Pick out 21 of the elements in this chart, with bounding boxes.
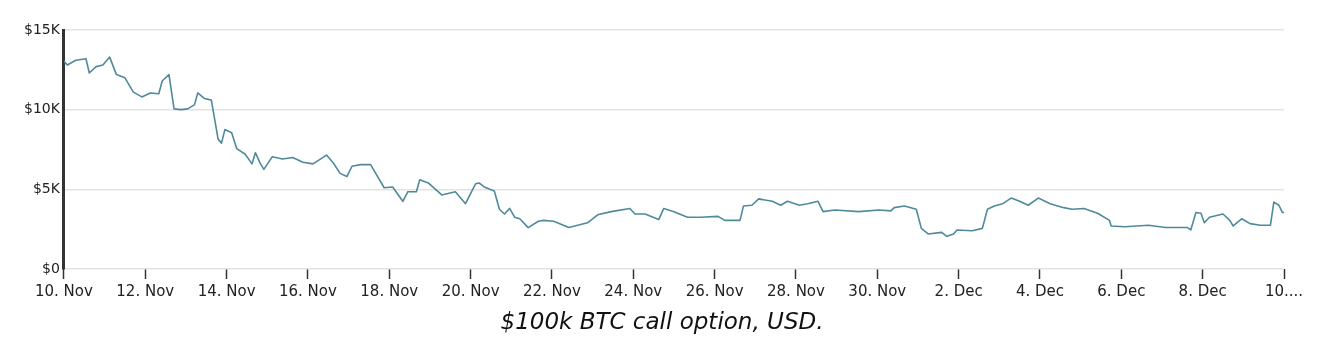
x-tick-label: 8. Dec (1178, 281, 1227, 300)
x-tick-label: 10. Nov (34, 281, 93, 300)
x-tick-label: 2. Dec (934, 281, 983, 300)
y-tick-label: $10K (24, 100, 61, 117)
x-tick-label: 22. Nov (522, 281, 582, 300)
x-tick-label: 10.... (1264, 281, 1304, 300)
x-tick-label: 6. Dec (1097, 281, 1146, 300)
x-tick-label: 30. Nov (848, 281, 907, 300)
y-tick-label: $0 (42, 259, 60, 276)
x-tick-label: 12. Nov (116, 281, 175, 300)
x-tick-label: 14. Nov (197, 281, 256, 300)
y-tick-label: $15K (24, 20, 61, 37)
x-tick-label: 26. Nov (685, 281, 744, 300)
x-tick-label: 20. Nov (441, 281, 500, 300)
x-tick-label: 4. Dec (1015, 281, 1065, 300)
text: $100k BTC call option, USD. (499, 308, 825, 334)
x-tick-label: 16. Nov (278, 281, 337, 300)
x-tick-label: 24. Nov (604, 281, 663, 300)
x-tick-label: 18. Nov (360, 281, 419, 300)
y-tick-label: $5K (32, 179, 61, 196)
x-tick-label: 28. Nov (767, 281, 826, 300)
